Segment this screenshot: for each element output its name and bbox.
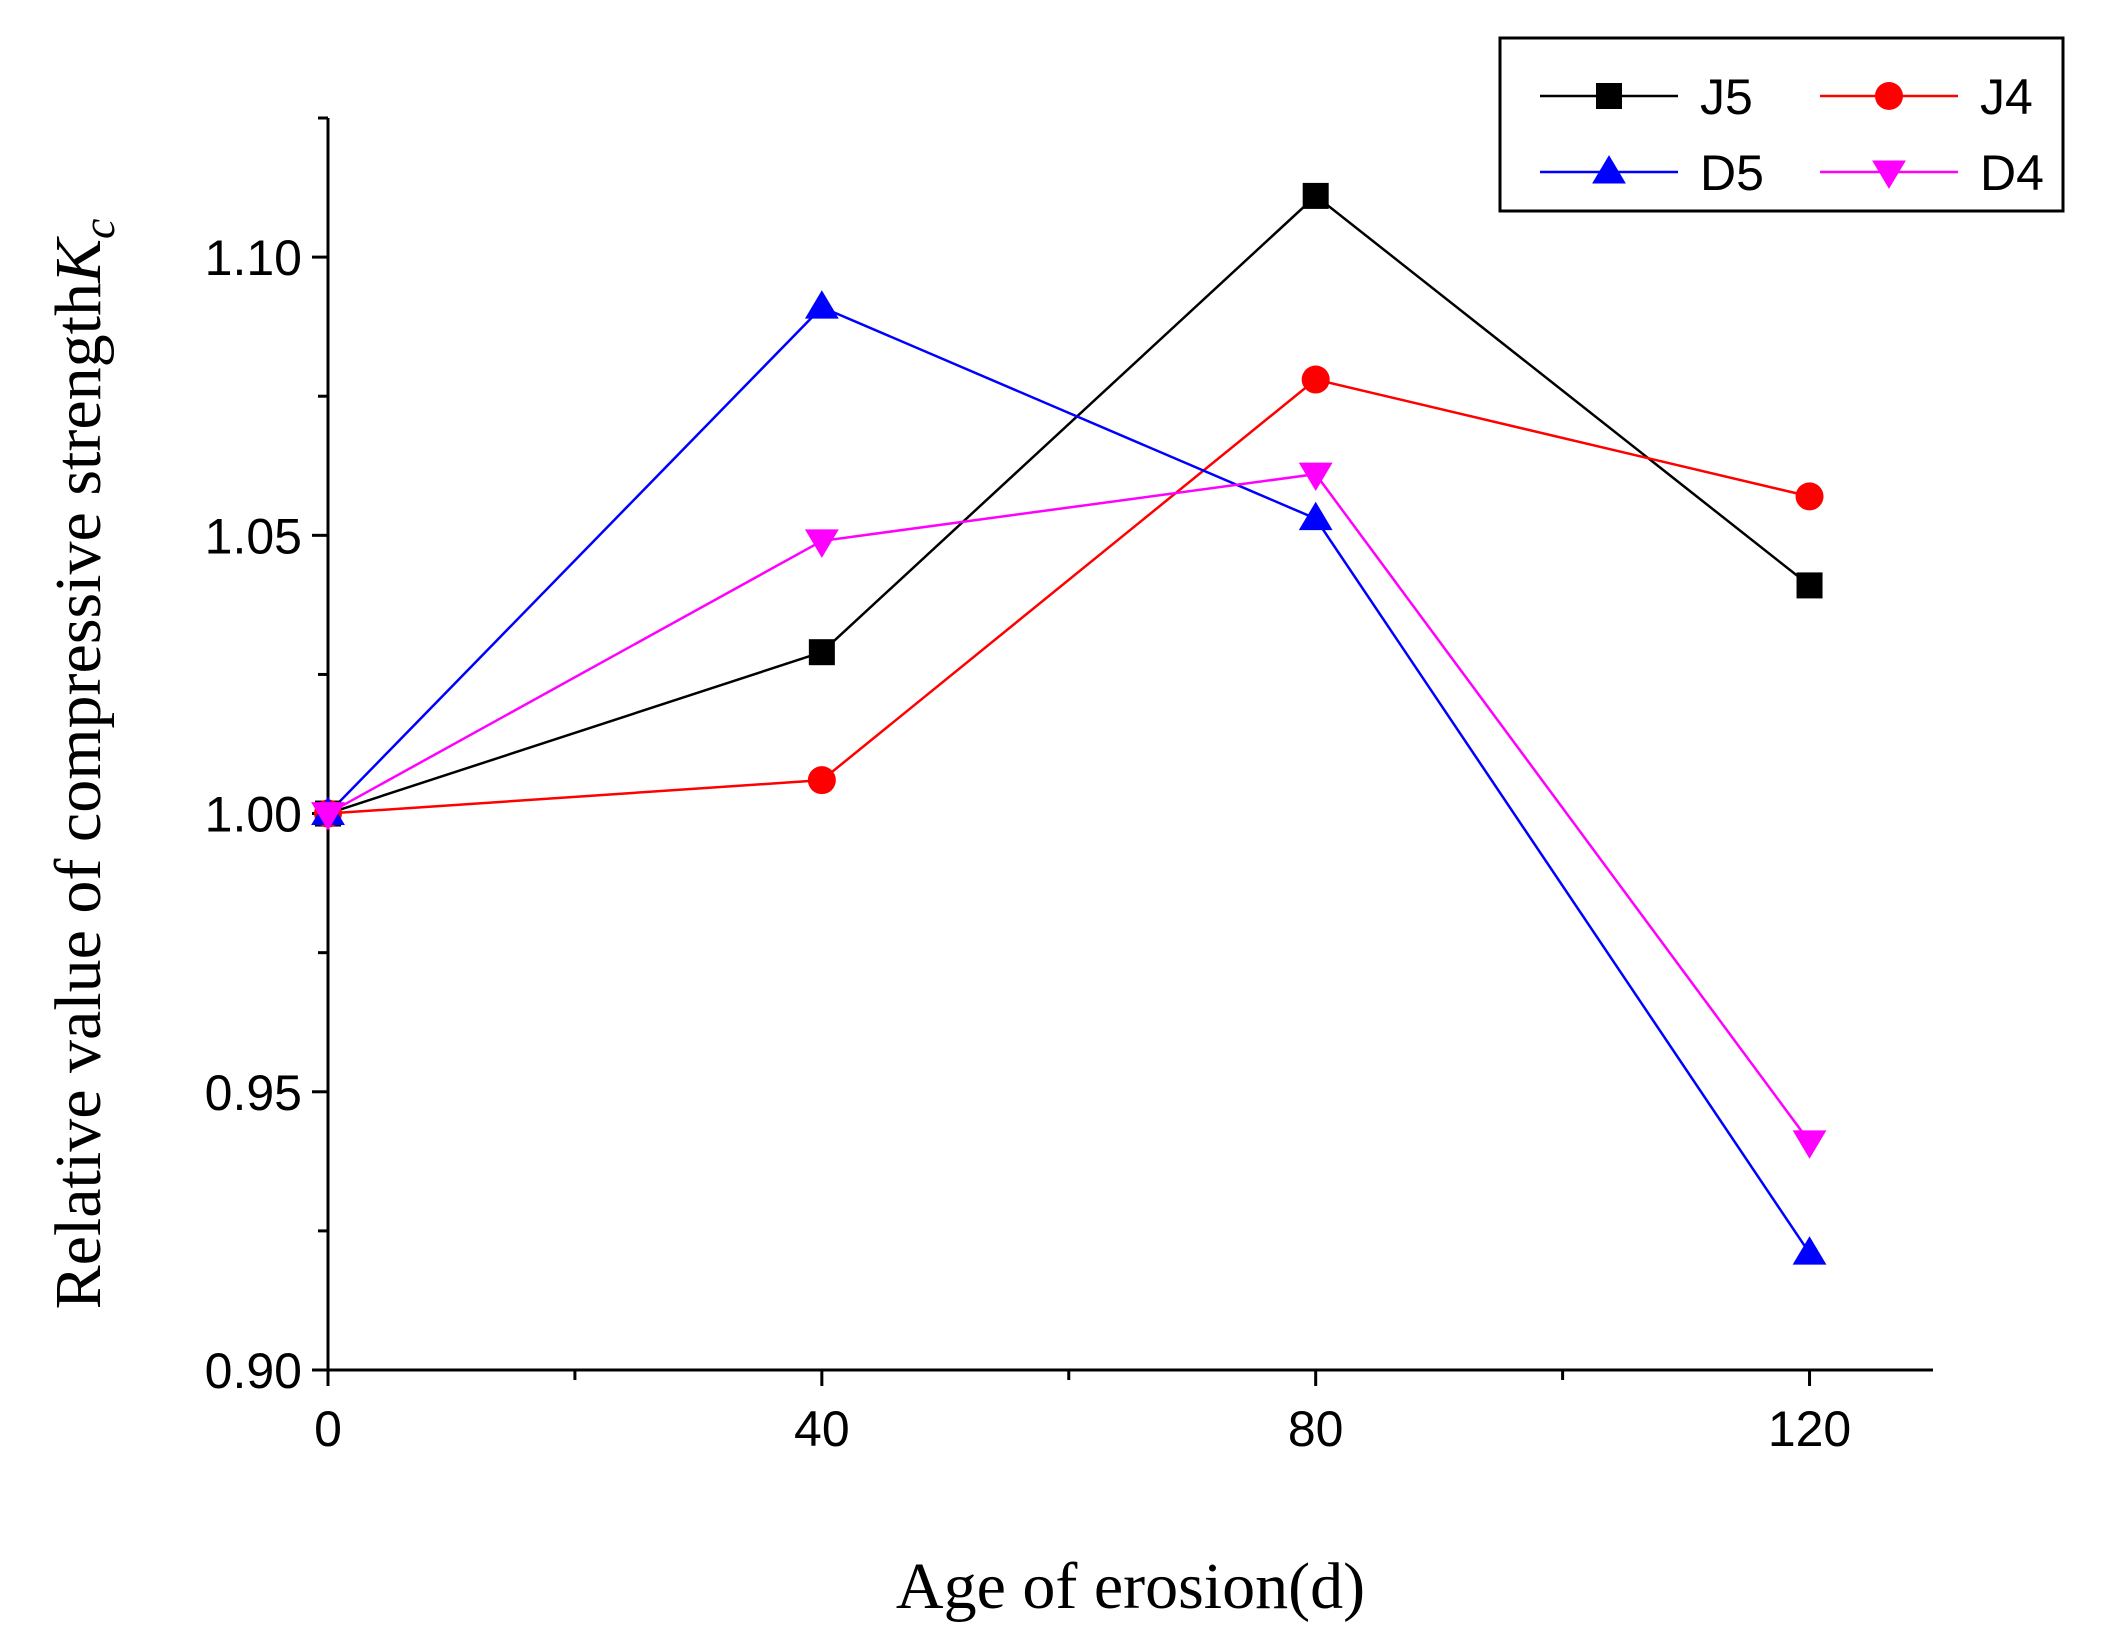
series-line-j4 — [327, 378, 1810, 815]
y-axis-title: Relative value of compressive strengthKc — [42, 219, 124, 1310]
y-axis-title-subscript: c — [73, 219, 124, 239]
x-tick-label: 80 — [1288, 1401, 1344, 1457]
data-point-j4 — [807, 766, 836, 795]
series-line-j5 — [327, 194, 1811, 815]
data-point-d5 — [1298, 501, 1333, 531]
legend-marker-j4 — [1875, 82, 1903, 110]
y-tick-label: 0.90 — [205, 1343, 302, 1399]
data-point-d4 — [1298, 462, 1333, 492]
data-point-d5 — [804, 290, 839, 319]
y-tick-label: 1.00 — [205, 787, 302, 843]
data-point-j4 — [1795, 482, 1824, 511]
data-point-d4 — [804, 529, 839, 558]
legend-label-j4: J4 — [1980, 69, 2033, 125]
series-line-d4 — [327, 472, 1811, 1143]
y-tick-label: 0.95 — [205, 1065, 302, 1121]
legend-box — [1498, 36, 2065, 213]
legend-marker-d4 — [1872, 160, 1906, 189]
legend-label-d5: D5 — [1700, 145, 1764, 201]
x-axis-title: Age of erosion(d) — [896, 1550, 1365, 1623]
legend: J5 J4 D5 D4 — [1498, 36, 2065, 213]
data-point-d4 — [311, 802, 345, 831]
legend-marker-d5 — [1592, 155, 1626, 184]
data-point-d4 — [1792, 1130, 1827, 1159]
legend-label-j5: J5 — [1700, 69, 1753, 125]
data-point-j4 — [1301, 365, 1330, 394]
y-axis-title-text: Relative value of compressive strength — [42, 283, 115, 1309]
series-line-d5 — [327, 305, 1811, 1254]
x-tick-label: 120 — [1768, 1401, 1851, 1457]
x-tick-label: 0 — [314, 1401, 342, 1457]
data-point-d5 — [1792, 1236, 1827, 1265]
y-tick-label: 1.10 — [205, 230, 302, 286]
axes: 0 40 80 120 0.90 0.95 1.00 1.05 1.10 — [205, 116, 1933, 1457]
data-point-j5 — [1302, 182, 1329, 209]
y-axis-title-symbol: K — [42, 236, 115, 284]
data-point-j5 — [1796, 572, 1823, 599]
y-tick-label: 1.05 — [205, 508, 302, 564]
data-point-j5 — [808, 639, 835, 666]
legend-label-d4: D4 — [1980, 145, 2044, 201]
x-tick-label: 40 — [794, 1401, 850, 1457]
legend-marker-j5 — [1596, 83, 1622, 109]
series-layer — [311, 182, 1827, 1265]
